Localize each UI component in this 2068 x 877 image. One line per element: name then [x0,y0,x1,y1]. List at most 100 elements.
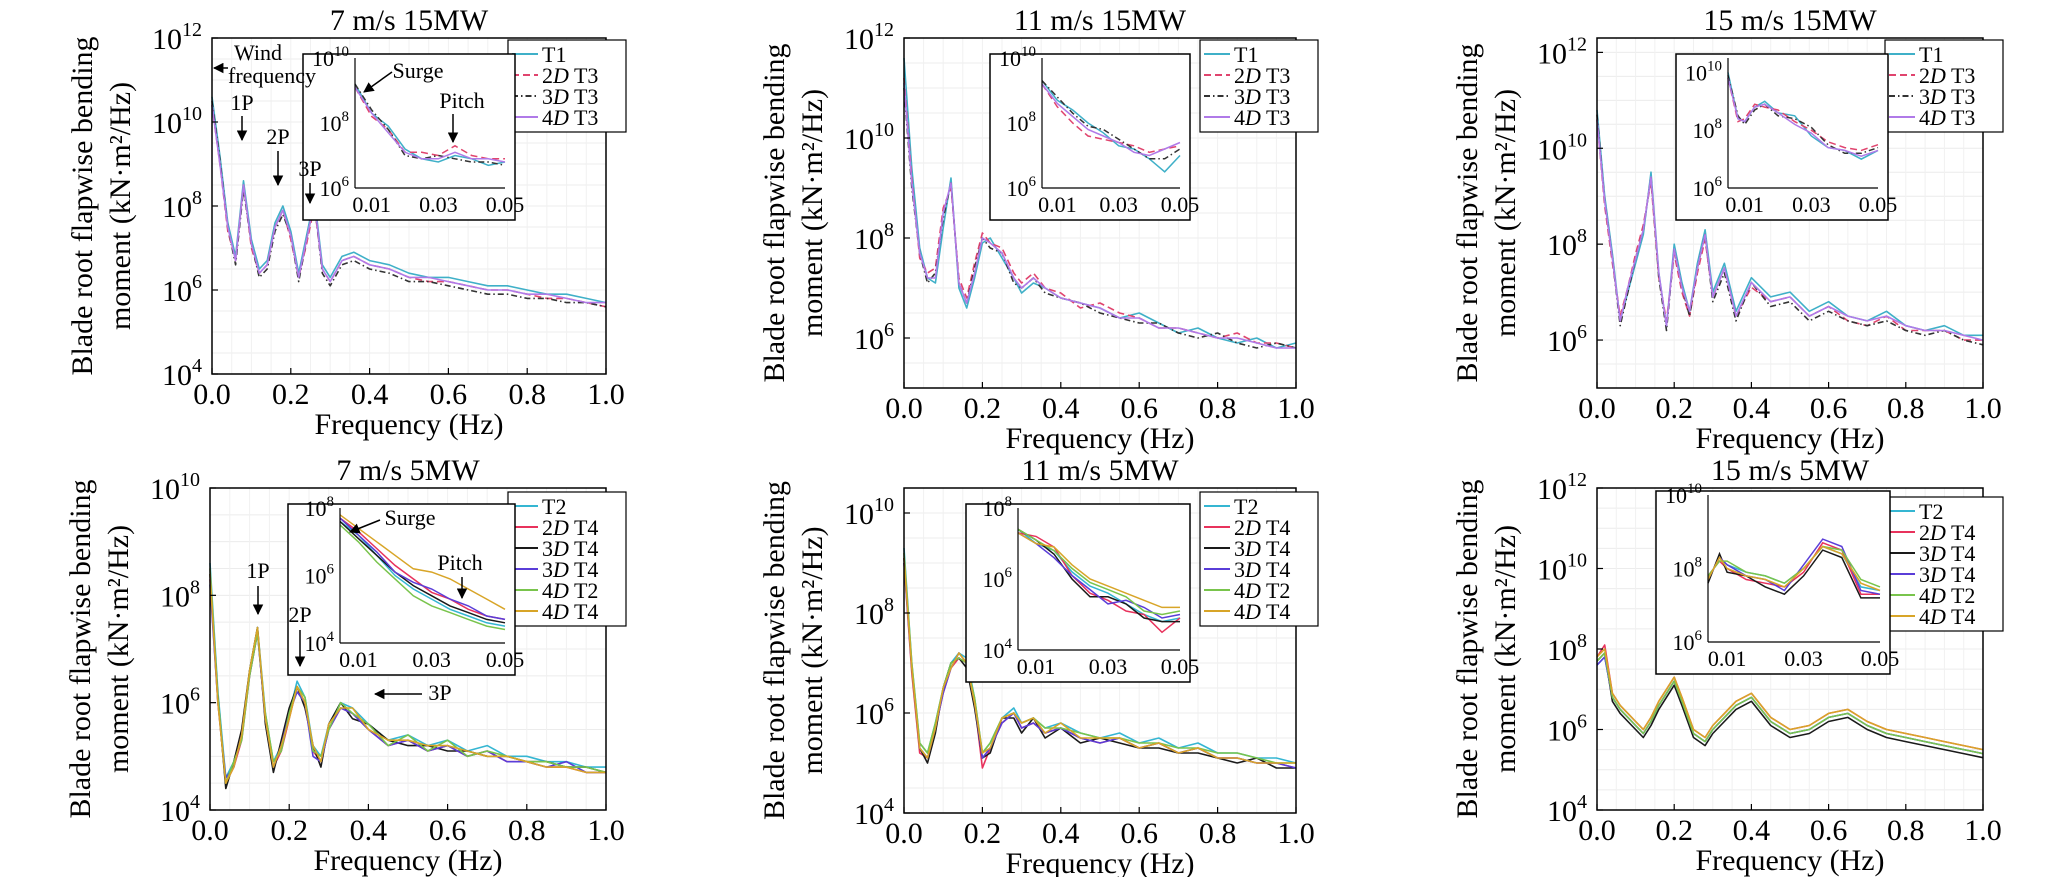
y-tick-label: 104 [160,791,200,828]
inset-y-tick-label: 108 [1673,555,1703,582]
inset-box [1675,53,1889,221]
series-line-t1 [903,57,1297,349]
series-line-3d-t3 [1596,114,1984,346]
y-axis-label-line1: Blade root flapwise bending [758,481,791,820]
inset-series-4d-t3 [1727,78,1879,157]
y-tick-label: 1010 [150,469,200,506]
x-tick-label: 0.2 [1655,392,1693,425]
inset-x-tick-label: 0.05 [1161,654,1200,679]
series-line-4d-t3 [1596,119,1984,341]
x-tick-label: 0.8 [1887,392,1925,425]
y-axis-label-line2: moment (kN·m²/Hz) [796,89,829,337]
inset-series-4d-t4 [339,514,506,610]
x-tick-label: 0.2 [270,814,308,847]
inset-y-tick-label: 1010 [1665,481,1702,508]
annotation-label: 2P [266,124,289,149]
plot-frame [1596,37,1984,389]
inset-series-4d-t4 [1707,545,1881,592]
legend-label: 3D T4 [542,557,598,582]
x-axis-label: Frequency (Hz) [314,408,503,441]
inset-y-tick-label: 108 [305,494,335,521]
annotation-label: Surge [393,58,444,83]
legend-label: T2 [1919,499,1943,524]
y-axis-label: Blade root flapwise bending moment (kN·m²… [64,479,135,818]
inset-plot: 0.01 0.03 0.05 106 108 1010 [1655,481,1900,675]
inset-series-4d-t3 [354,86,506,163]
inset-x-tick-label: 0.03 [1792,192,1831,217]
x-tick-label: 0.0 [885,817,923,850]
y-tick-label: 108 [854,594,894,631]
inset-x-tick-label: 0.05 [1161,192,1200,217]
x-tick-label: 1.0 [1964,392,2002,425]
inset-x-tick-label: 0.03 [412,647,451,672]
x-tick-label: 0.0 [193,378,231,411]
legend-box [1199,491,1319,627]
inset-y-tick-label: 106 [983,565,1013,592]
legend-label: 4D T2 [1234,578,1290,603]
inset-y-tick-label: 106 [1007,174,1037,201]
plot-frame [903,37,1297,389]
y-tick-label: 106 [1547,321,1587,358]
legend-label: 2D T4 [542,515,598,540]
y-axis-label: Blade root flapwise bending moment (kN·m²… [758,43,829,382]
inset-y-tick-label: 104 [983,636,1013,663]
inset-series-3d-t3 [354,83,506,167]
inset-plot: 0.01 0.03 0.05 106 108 1010 [989,44,1200,221]
inset-box [287,503,516,676]
inset-series-t2 [339,520,506,627]
inset-series-4d-t2 [339,524,506,631]
legend-label: T2 [1234,494,1258,519]
inset-series-4d-t2 [1707,545,1881,588]
inset-plot: 0.01 0.03 0.05 104 106 108 [287,494,524,676]
series-line-4d-t3 [903,82,1296,349]
inset-y-tick-label: 106 [1693,174,1723,201]
y-tick-label: 108 [160,576,200,613]
legend-label: 4D T2 [542,578,598,603]
y-axis-label: Blade root flapwise bending moment (kN·m²… [1451,43,1522,382]
x-tick-label: 0.8 [1887,814,1925,847]
x-tick-label: 0.6 [1120,817,1158,850]
y-tick-label: 108 [854,219,894,256]
x-tick-label: 0.6 [429,814,467,847]
y-tick-label: 1010 [844,119,894,156]
legend-label: 4D T4 [1919,604,1975,629]
inset-series-2d-t3 [1041,83,1181,154]
legend-label: 3D T4 [1234,557,1290,582]
legend-label: 2D T3 [1919,63,1975,88]
legend-box [1884,496,2004,632]
x-axis-label: Frequency (Hz) [1695,844,1884,877]
inset-series-4d-t3 [1041,83,1181,157]
inset-x-tick-label: 0.03 [1089,654,1128,679]
y-tick-label: 108 [1547,225,1587,262]
inset-x-tick-label: 0.05 [1861,646,1900,671]
annotation-label: 3P [298,156,321,181]
y-tick-label: 104 [1547,791,1587,828]
series-line-4d-t4 [903,557,1296,764]
y-axis-label: Blade root flapwise bending moment (kN·m²… [758,481,829,820]
x-tick-label: 0.8 [1199,817,1237,850]
y-tick-label: 108 [162,187,202,224]
y-axis-label: Blade root flapwise bending moment (kN·m²… [1451,479,1522,818]
x-tick-label: 0.2 [964,392,1002,425]
legend-label: 3D T3 [1234,84,1290,109]
x-tick-label: 0.2 [964,817,1002,850]
chart-title: 7 m/s 15MW [330,4,489,37]
x-tick-label: 1.0 [1277,817,1315,850]
inset-box [965,503,1191,683]
inset-x-tick-label: 0.03 [419,192,458,217]
legend-label: 4D T4 [542,599,598,624]
legend-label: 2D T4 [1234,515,1290,540]
legend-label: 3D T4 [1234,536,1290,561]
x-axis-label: Frequency (Hz) [1695,422,1884,455]
annotation-label: 2P [288,602,311,627]
y-axis-label-line1: Blade root flapwise bending [66,36,99,375]
legend-label: 4D T4 [1234,599,1290,624]
x-tick-label: 0.6 [430,378,468,411]
inset-x-tick-label: 0.03 [1784,646,1823,671]
inset-plot: 0.01 0.03 0.05 104 106 108 [965,494,1200,683]
legend-label: 3D T4 [542,536,598,561]
legend-label: T1 [542,42,566,67]
inset-series-4d-t4 [1017,532,1180,609]
x-axis-label: Frequency (Hz) [313,844,502,877]
